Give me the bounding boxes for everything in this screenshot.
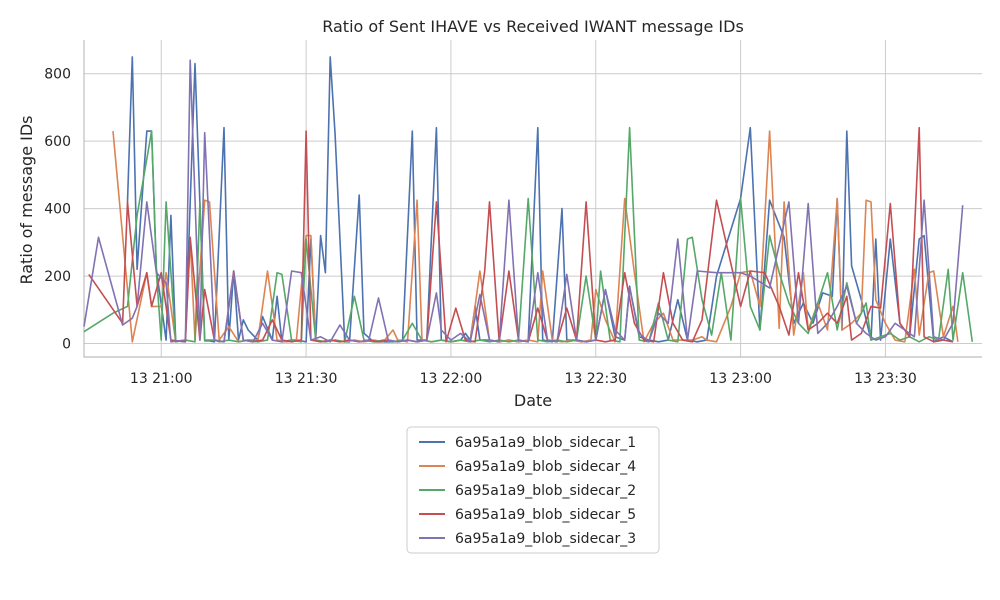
y-axis-ticks: 0 200 400 600 800: [44, 67, 71, 353]
plot-spines: [83, 40, 982, 358]
legend: 6a95a1a9_blob_sidecar_1 6a95a1a9_blob_sid…: [406, 426, 660, 554]
series-lines: [83, 56, 974, 343]
legend-label: 6a95a1a9_blob_sidecar_3: [455, 531, 636, 547]
legend-label: 6a95a1a9_blob_sidecar_5: [455, 507, 636, 523]
y-tick-label: 400: [44, 202, 71, 218]
y-tick-label: 200: [44, 269, 71, 285]
y-axis-label: Ratio of message IDs: [17, 115, 36, 284]
x-tick-label: 13 22:30: [564, 371, 627, 387]
x-axis-label: Date: [514, 391, 552, 410]
x-axis-ticks: 13 21:00 13 21:30 13 22:00 13 22:30 13 23:00…: [130, 371, 917, 387]
legend-frame: [406, 426, 660, 554]
chart-title: Ratio of Sent IHAVE vs Received IWANT me…: [322, 17, 744, 36]
legend-label: 6a95a1a9_blob_sidecar_4: [455, 459, 636, 475]
y-tick-label: 800: [44, 67, 71, 83]
y-tick-label: 0: [62, 337, 71, 353]
series-line-3: [83, 126, 974, 343]
x-tick-label: 13 21:00: [130, 371, 193, 387]
x-tick-label: 13 23:00: [709, 371, 772, 387]
series-line-5: [83, 59, 964, 343]
legend-label: 6a95a1a9_blob_sidecar_2: [455, 483, 636, 499]
x-tick-label: 13 21:30: [275, 371, 338, 387]
x-tick-label: 13 23:30: [854, 371, 917, 387]
legend-label: 6a95a1a9_blob_sidecar_1: [455, 435, 636, 451]
y-tick-label: 600: [44, 134, 71, 150]
x-tick-label: 13 22:00: [420, 371, 483, 387]
series-line-2: [112, 130, 959, 343]
